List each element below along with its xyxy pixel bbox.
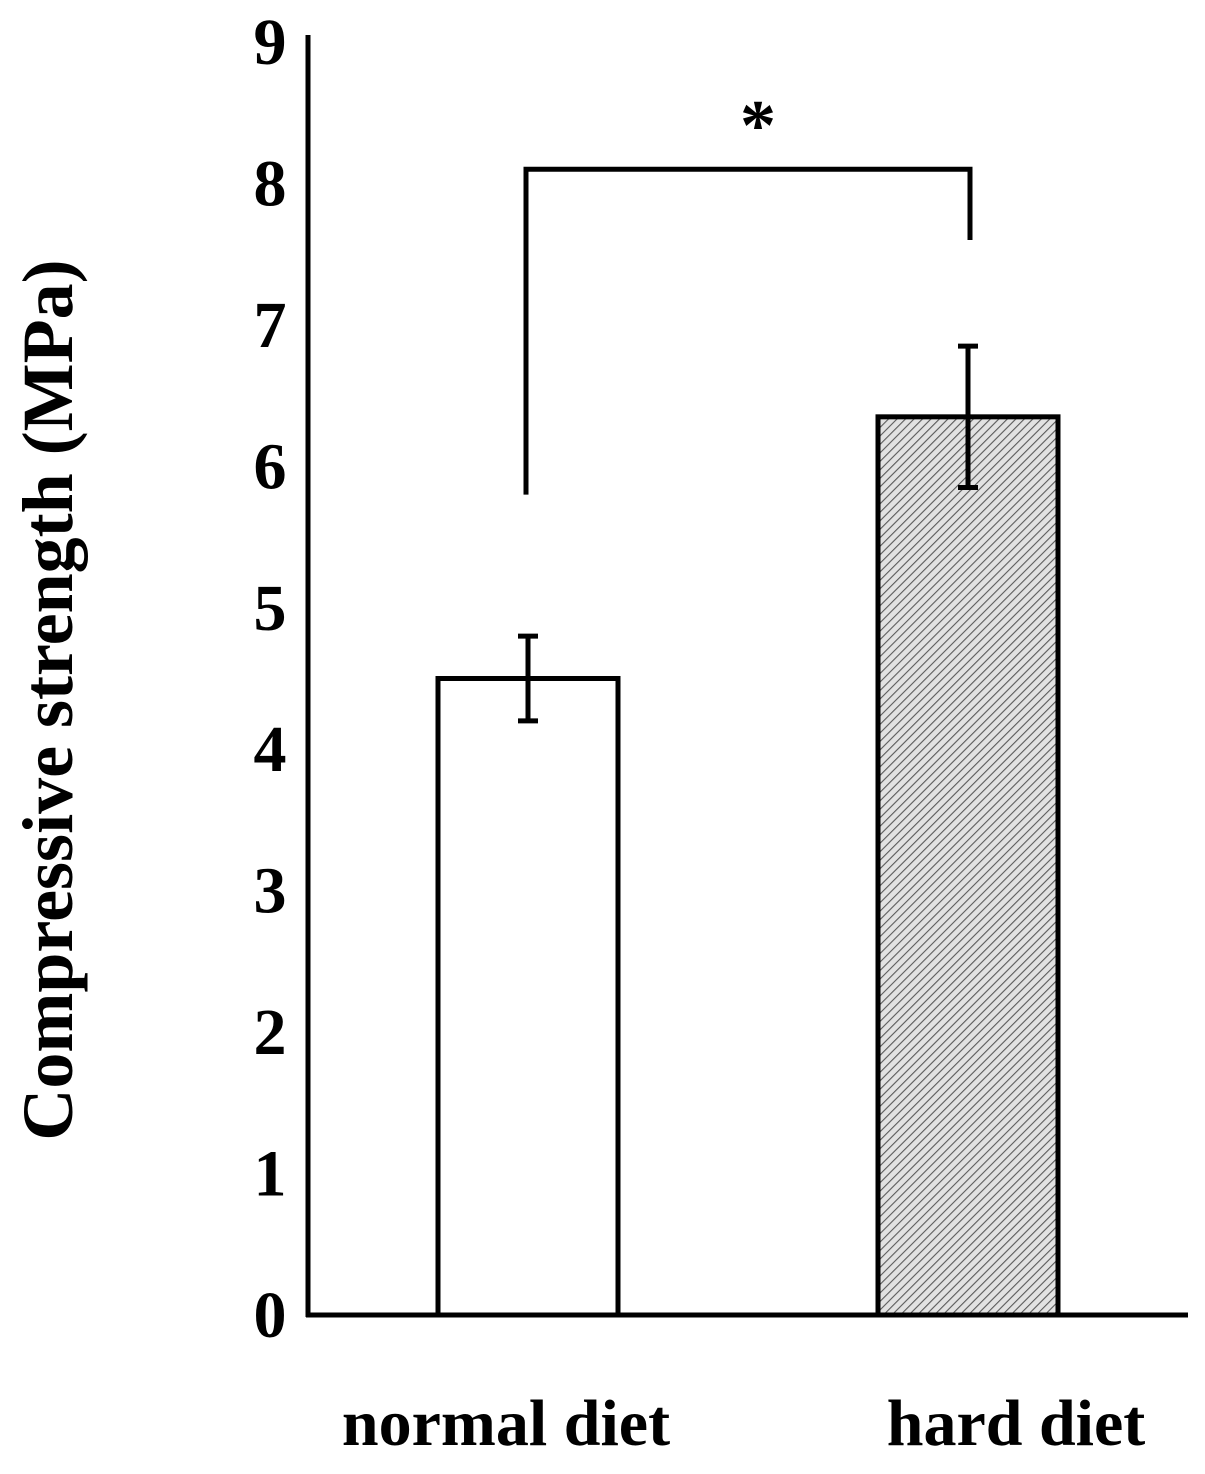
y-tick-label: 8 [254, 147, 287, 220]
bars [435, 414, 1061, 1318]
y-tick-label: 5 [254, 572, 287, 645]
bar-hard-diet [875, 414, 1061, 1318]
bar-normal-diet [435, 676, 621, 1318]
y-tick-label: 6 [254, 430, 287, 503]
error-bars [518, 343, 978, 724]
y-tick-label: 4 [254, 713, 287, 786]
y-tick-label: 9 [254, 6, 287, 79]
significance-bracket [523, 166, 973, 495]
x-category-label: normal diet [342, 1387, 670, 1460]
y-tick-label: 2 [254, 996, 287, 1069]
y-tick-label: 3 [254, 855, 287, 928]
significance-asterisk: * [740, 85, 776, 165]
y-tick-label: 0 [254, 1279, 287, 1352]
y-tick-label: 1 [254, 1138, 287, 1211]
error-bar [518, 633, 538, 724]
y-axis-title: Compressive strength (MPa) [8, 259, 88, 1140]
x-axis-category-labels: normal diet hard diet [342, 1387, 1145, 1460]
y-axis-ticks: 0 1 2 3 4 5 6 7 8 9 [254, 6, 287, 1352]
y-tick-label: 7 [254, 289, 287, 362]
x-category-label: hard diet [887, 1387, 1146, 1460]
error-bar [958, 343, 978, 491]
